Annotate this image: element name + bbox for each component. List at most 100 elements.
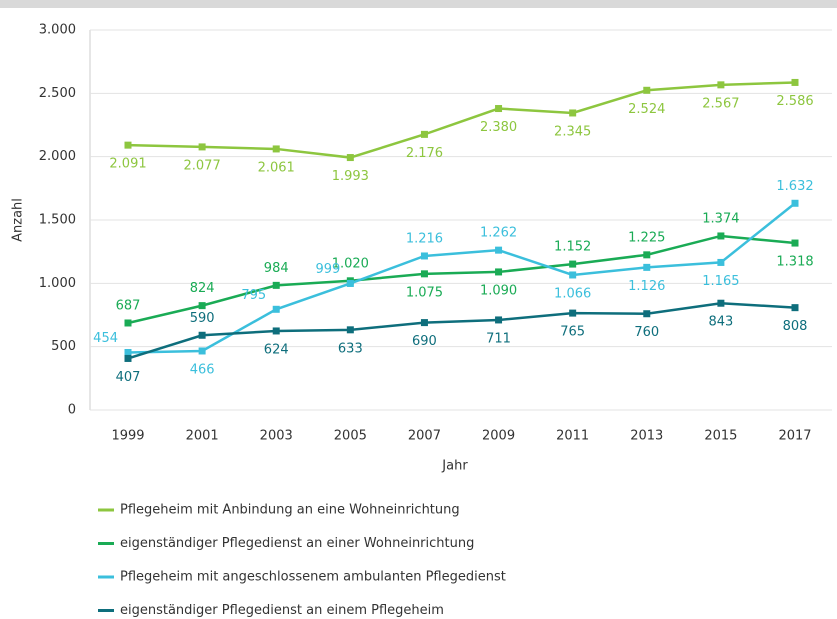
data-label: 1.126 bbox=[628, 279, 665, 294]
data-label: 1.090 bbox=[480, 283, 517, 298]
point-marker bbox=[198, 302, 206, 310]
data-label: 1.374 bbox=[702, 211, 739, 226]
y-tick-label: 2.500 bbox=[39, 86, 76, 101]
x-tick-label: 1999 bbox=[111, 429, 144, 444]
legend-label: Pflegeheim mit angeschlossenem ambulante… bbox=[120, 570, 506, 585]
x-tick-label: 2015 bbox=[704, 429, 737, 444]
data-label: 2.061 bbox=[258, 160, 295, 175]
x-tick-label: 2009 bbox=[482, 429, 515, 444]
data-label: 2.524 bbox=[628, 102, 665, 117]
data-label: 808 bbox=[783, 319, 808, 334]
x-tick-label: 2003 bbox=[260, 429, 293, 444]
point-marker bbox=[420, 130, 428, 138]
point-marker bbox=[717, 258, 725, 266]
data-label: 2.567 bbox=[702, 96, 739, 111]
point-marker bbox=[495, 268, 503, 276]
point-marker bbox=[495, 246, 503, 254]
point-marker bbox=[495, 105, 503, 113]
point-marker bbox=[791, 304, 799, 312]
data-label: 984 bbox=[264, 261, 289, 276]
point-marker bbox=[346, 279, 354, 287]
y-tick-label: 3.000 bbox=[39, 23, 76, 38]
y-tick-label: 500 bbox=[51, 339, 76, 354]
data-label: 2.586 bbox=[776, 94, 813, 109]
point-marker bbox=[346, 326, 354, 334]
data-label: 760 bbox=[634, 325, 659, 340]
point-marker bbox=[346, 154, 354, 162]
data-label: 1.066 bbox=[554, 286, 591, 301]
data-label: 1.020 bbox=[332, 256, 369, 271]
point-marker bbox=[643, 86, 651, 94]
data-label: 1.993 bbox=[332, 169, 369, 184]
data-label: 633 bbox=[338, 341, 363, 356]
top-bar bbox=[0, 0, 837, 8]
series-line bbox=[127, 234, 796, 325]
data-label: 1.632 bbox=[776, 179, 813, 194]
point-marker bbox=[272, 327, 280, 335]
point-marker bbox=[198, 331, 206, 339]
x-axis-label: Jahr bbox=[441, 459, 468, 474]
series-line bbox=[127, 81, 796, 159]
x-tick-label: 2007 bbox=[408, 429, 441, 444]
series-line bbox=[127, 301, 796, 360]
y-axis-label: Anzahl bbox=[11, 198, 26, 242]
data-label: 2.077 bbox=[184, 158, 221, 173]
point-marker bbox=[569, 271, 577, 279]
data-label: 687 bbox=[116, 298, 141, 313]
legend-label: eigenständiger Pflegedienst an einem Pfl… bbox=[120, 603, 444, 618]
data-label: 1.165 bbox=[702, 274, 739, 289]
point-marker bbox=[643, 251, 651, 259]
point-marker bbox=[569, 260, 577, 268]
data-label: 2.345 bbox=[554, 124, 591, 139]
point-marker bbox=[272, 281, 280, 289]
data-label: 1.318 bbox=[776, 255, 813, 270]
point-marker bbox=[420, 252, 428, 260]
point-marker bbox=[791, 78, 799, 86]
data-label: 624 bbox=[264, 342, 289, 357]
data-label: 454 bbox=[93, 331, 118, 346]
data-label: 2.091 bbox=[109, 157, 146, 172]
data-label: 843 bbox=[708, 315, 733, 330]
point-marker bbox=[124, 354, 132, 362]
x-tick-label: 2001 bbox=[186, 429, 219, 444]
point-marker bbox=[420, 270, 428, 278]
data-label: 590 bbox=[190, 311, 215, 326]
x-tick-label: 2017 bbox=[778, 429, 811, 444]
legend-label: Pflegeheim mit Anbindung an eine Wohnein… bbox=[120, 503, 460, 518]
x-tick-label: 2011 bbox=[556, 429, 589, 444]
data-label: 2.176 bbox=[406, 146, 443, 161]
point-marker bbox=[495, 316, 503, 324]
point-marker bbox=[272, 145, 280, 153]
y-tick-label: 1.000 bbox=[39, 276, 76, 291]
point-marker bbox=[791, 199, 799, 207]
y-tick-label: 2.000 bbox=[39, 149, 76, 164]
point-marker bbox=[124, 348, 132, 356]
point-marker bbox=[124, 319, 132, 327]
point-marker bbox=[420, 319, 428, 327]
point-marker bbox=[272, 305, 280, 313]
data-label: 690 bbox=[412, 334, 437, 349]
series-line bbox=[127, 202, 796, 354]
point-marker bbox=[198, 347, 206, 355]
data-label: 999 bbox=[316, 262, 341, 277]
y-tick-label: 1.500 bbox=[39, 213, 76, 228]
data-label: 711 bbox=[486, 331, 511, 346]
point-marker bbox=[198, 143, 206, 151]
x-tick-label: 2013 bbox=[630, 429, 663, 444]
point-marker bbox=[791, 239, 799, 247]
data-label: 407 bbox=[116, 370, 141, 385]
data-label: 1.152 bbox=[554, 240, 591, 255]
x-tick-label: 2005 bbox=[334, 429, 367, 444]
point-marker bbox=[643, 310, 651, 318]
legend-label: eigenständiger Pflegedienst an einer Woh… bbox=[120, 536, 474, 551]
data-label: 1.075 bbox=[406, 285, 443, 300]
data-label: 1.225 bbox=[628, 230, 665, 245]
point-marker bbox=[569, 309, 577, 317]
data-label: 1.216 bbox=[406, 231, 443, 246]
data-label: 795 bbox=[241, 288, 266, 303]
point-marker bbox=[717, 232, 725, 240]
data-label: 1.262 bbox=[480, 226, 517, 241]
y-tick-label: 0 bbox=[68, 403, 76, 418]
point-marker bbox=[717, 81, 725, 89]
